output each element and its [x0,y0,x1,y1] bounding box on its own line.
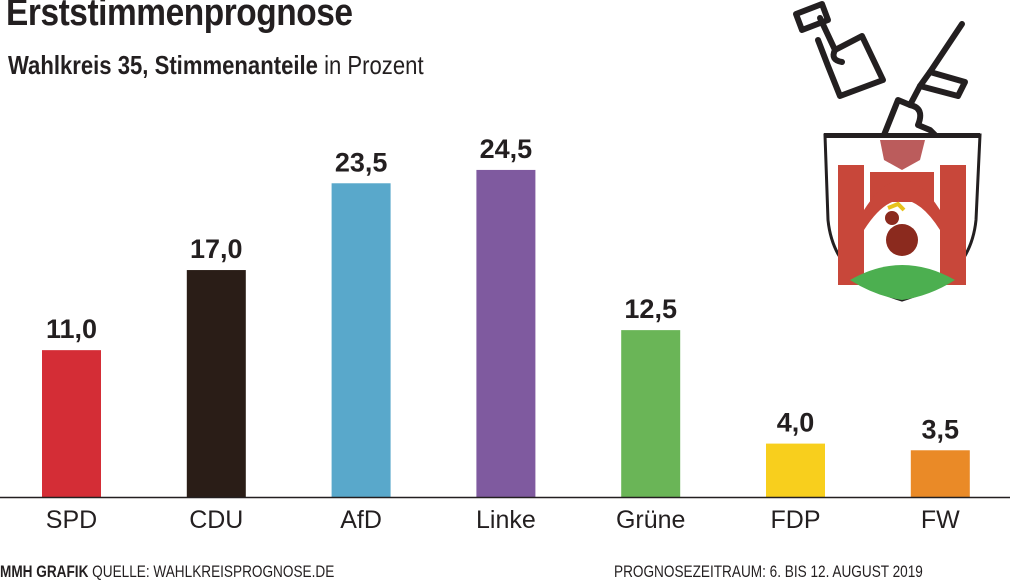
subtitle-bold: Wahlkreis 35, Stimmenanteile [8,50,318,80]
subtitle-unit: in Prozent [324,50,424,80]
category-label: AfD [340,506,382,534]
bar-spd [42,350,101,497]
footer-source-text: QUELLE: WAHLKREISPROGNOSE.DE [92,562,335,581]
chart-subtitle: Wahlkreis 35, Stimmenanteile in Prozent [8,50,424,81]
value-label: 12,5 [624,294,677,324]
ballot-coat-of-arms-icon [793,1,982,302]
footer-period: PROGNOSEZEITRAUM: 6. BIS 12. AUGUST 2019 [614,562,923,581]
bar-cdu [186,270,246,497]
category-label: Linke [476,506,536,534]
bar-linke [476,169,536,498]
bar-grüne [621,330,681,497]
value-label: 23,5 [335,147,388,177]
bar-fdp [766,443,825,497]
category-label: FDP [771,506,821,534]
value-label: 11,0 [46,314,97,344]
chart-title: Erststimmenprognose [6,0,353,34]
value-label: 4,0 [777,408,815,438]
footer-brand: MMH GRAFIK [0,562,89,581]
value-label: 17,0 [190,234,243,264]
category-label: Grüne [616,506,685,534]
category-label: SPD [46,506,97,534]
value-label: 3,5 [922,414,960,444]
footer-source: MMH GRAFIK QUELLE: WAHLKREISPROGNOSE.DE [0,562,334,582]
bar-fw [910,450,970,497]
value-label: 24,5 [480,134,533,164]
bar-afd [331,183,391,497]
category-label: CDU [189,506,243,534]
category-label: FW [921,506,960,534]
